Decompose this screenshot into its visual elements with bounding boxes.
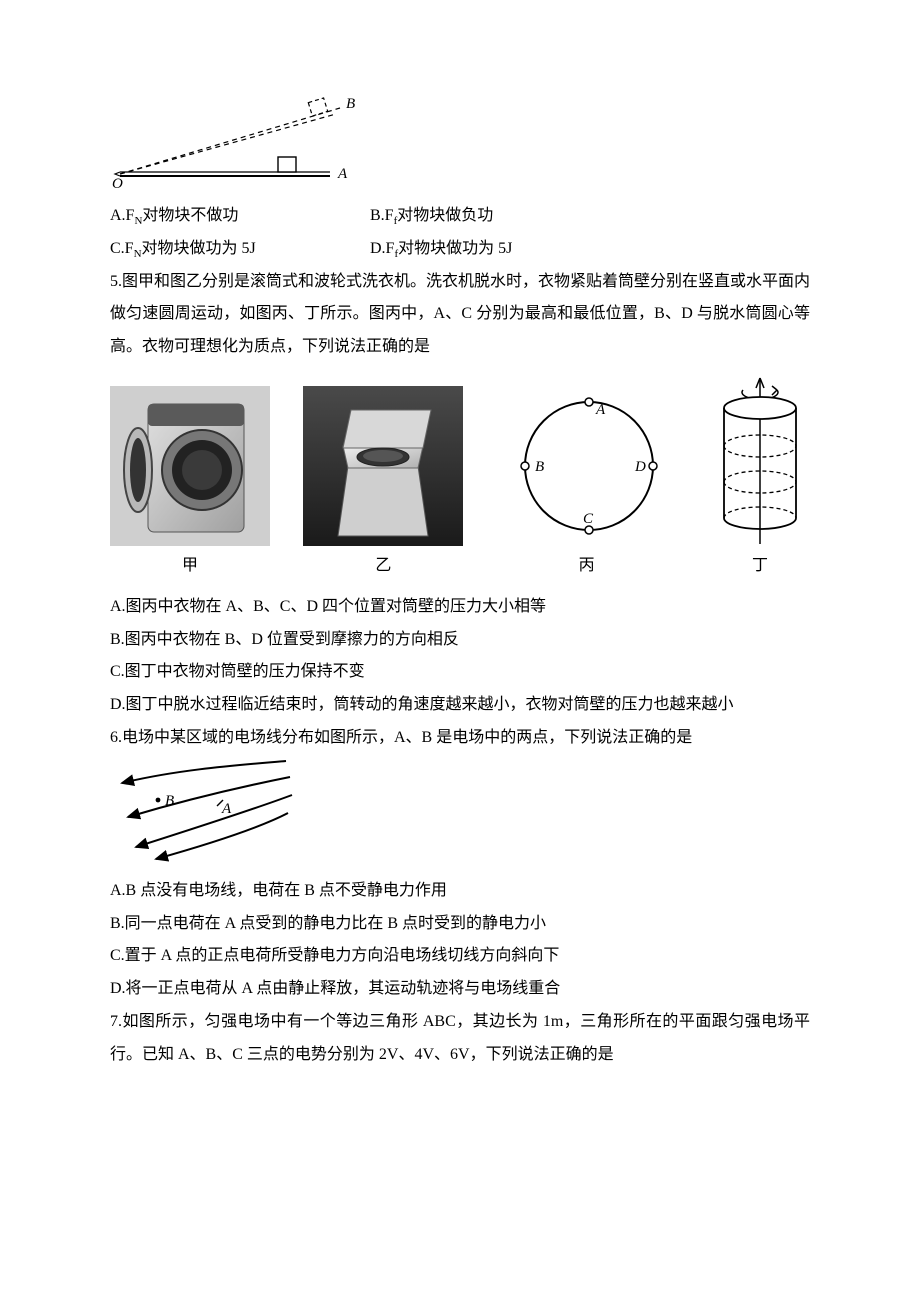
q5-choice-b: B.图丙中衣物在 B、D 位置受到摩擦力的方向相反 [110,624,810,657]
q5-fig-yi [303,386,463,546]
bing-svg: A C B D [497,386,677,546]
label-jia: 甲 [110,550,270,583]
q4-choice-a: A.FN对物块不做功 [110,200,370,233]
text: 对物块做功为 5J [142,240,256,257]
q5-fig-jia [110,386,270,546]
label-Bb: B [535,459,544,475]
text: D.F [370,240,394,257]
label-C: C [583,511,594,527]
q4-choice-b: B.Ff对物块做负功 [370,200,493,233]
q6-stem: 6.电场中某区域的电场线分布如图所示，A、B 是电场中的两点，下列说法正确的是 [110,722,810,755]
label-B6: B [165,793,174,809]
text: 对物块不做功 [142,207,238,224]
q6-svg: B A [110,755,300,865]
text: C.F [110,240,134,257]
q5-stem: 5.图甲和图乙分别是滚筒式和波轮式洗衣机。洗衣机脱水时，衣物紧贴着筒壁分别在竖直… [110,266,810,364]
label-bing: 丙 [497,550,677,583]
label-D: D [634,459,646,475]
q6-choice-a: A.B 点没有电场线，电荷在 B 点不受静电力作用 [110,875,810,908]
q5-figures: A C B D [110,376,810,546]
ding-svg [710,376,810,546]
q7-stem: 7.如图所示，匀强电场中有一个等边三角形 ABC，其边长为 1m，三角形所在的平… [110,1006,810,1072]
q4-figure: O A B [110,90,810,190]
text: B.F [370,207,394,224]
yi-svg [303,386,463,546]
q4-choices-row2: C.FN对物块做功为 5J D.Ff对物块做功为 5J [110,233,810,266]
q4-choice-d: D.Ff对物块做功为 5J [370,233,512,266]
q5-choice-d: D.图丁中脱水过程临近结束时，筒转动的角速度越来越小，衣物对筒壁的压力也越来越小 [110,689,810,722]
q6-choice-b: B.同一点电荷在 A 点受到的静电力比在 B 点时受到的静电力小 [110,908,810,941]
q6-figure: B A [110,755,810,865]
label-A: A [337,166,348,182]
q5-choice-c: C.图丁中衣物对筒壁的压力保持不变 [110,656,810,689]
q4-choices-row1: A.FN对物块不做功 B.Ff对物块做负功 [110,200,810,233]
label-A: A [595,402,606,418]
sub: N [134,248,142,260]
q5-fig-ding [710,376,810,546]
q5-fig-labels: 甲 乙 丙 丁 [110,550,810,583]
label-B: B [346,96,355,112]
q4-choice-c: C.FN对物块做功为 5J [110,233,370,266]
jia-svg [110,386,270,546]
q5-choice-a: A.图丙中衣物在 A、B、C、D 四个位置对筒壁的压力大小相等 [110,591,810,624]
q6-choice-c: C.置于 A 点的正点电荷所受静电力方向沿电场线切线方向斜向下 [110,940,810,973]
q6-choice-d: D.将一正点电荷从 A 点由静止释放，其运动轨迹将与电场线重合 [110,973,810,1006]
page: O A B A.FN对物块不做功 B.Ff对物块做负功 C.FN对物块做功为 5… [0,0,920,1302]
text: 对物块做功为 5J [398,240,512,257]
label-yi: 乙 [303,550,463,583]
text: A.F [110,207,134,224]
q5-fig-bing: A C B D [497,386,677,546]
label-O: O [112,176,123,190]
text: 对物块做负功 [397,207,493,224]
q4-svg: O A B [110,90,370,190]
label-ding: 丁 [710,550,810,583]
label-A6: A [221,801,232,817]
